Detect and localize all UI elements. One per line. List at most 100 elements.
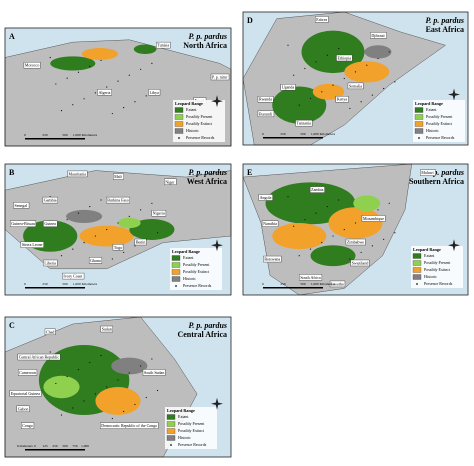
presence-record [49, 56, 51, 59]
legend-swatch [414, 114, 424, 120]
legend-swatch [412, 267, 422, 273]
country-label-box [151, 210, 167, 217]
presence-record [134, 403, 136, 406]
presence-record [72, 248, 74, 250]
legend-label: Extant [424, 253, 435, 258]
scale-label: 250 [280, 282, 286, 286]
legend-box [411, 246, 463, 288]
country-label-box [148, 89, 161, 96]
presence-record [371, 245, 373, 247]
legend-label: Possibly Extinct [178, 428, 205, 433]
country-label-box [350, 259, 370, 267]
country-label-box [18, 369, 38, 376]
legend-label: Extant [178, 414, 189, 419]
country-label-box [100, 325, 113, 333]
presence-record [321, 91, 323, 93]
range-area [79, 225, 134, 247]
scale-label: 0 [34, 444, 36, 448]
country-label-box [315, 16, 329, 23]
subspecies: P. p. pardus [188, 321, 227, 330]
country-label: Liberia [44, 260, 56, 265]
legend-swatch [416, 283, 418, 285]
panel-letter: D [247, 16, 253, 25]
panel-border [242, 11, 469, 146]
country-label-box [309, 186, 325, 193]
country-label-box [335, 96, 349, 103]
presence-record [100, 199, 102, 201]
presence-record [383, 87, 385, 90]
presence-record [60, 414, 63, 416]
country-label-box [10, 220, 37, 227]
legend-swatch [175, 285, 177, 287]
presence-record [287, 196, 289, 198]
legend-swatch [412, 253, 422, 259]
presence-record [343, 77, 345, 80]
country-label: Uganda [282, 85, 295, 90]
country-label: Equatorial Guinea [11, 391, 40, 396]
country-label-box [336, 54, 353, 62]
legend-label: Historic [424, 274, 437, 279]
panel-letter: A [9, 32, 15, 41]
country-label-box [261, 220, 279, 227]
country-label: Nigeria [153, 211, 165, 216]
range-area [43, 375, 80, 399]
country-label: Congo [22, 423, 33, 428]
scale-label: 125 [42, 444, 48, 448]
legend-swatch [414, 107, 424, 113]
presence-record [117, 379, 119, 381]
presence-record [354, 222, 357, 224]
presence-record [321, 242, 323, 244]
legend-label: Historic [178, 435, 191, 440]
country-label: Burkina Faso [107, 198, 128, 203]
north-arrow-shape [211, 397, 223, 410]
scale-bar [25, 138, 85, 140]
panel-letter: C [9, 321, 15, 330]
legend-swatch [171, 276, 181, 282]
country-label-box [100, 422, 159, 429]
country-label: Libya [149, 90, 159, 95]
presence-record [388, 202, 390, 204]
country-label: Ethiopia [337, 55, 351, 60]
presence-record [72, 104, 74, 106]
legend-swatch [178, 137, 180, 139]
region-title: West Africa [187, 177, 227, 186]
country-label-box [67, 170, 88, 178]
legend-label: Historic [186, 128, 199, 133]
legend-label: Possibly Extinct [186, 121, 213, 126]
legend-label: Possibly Present [183, 262, 210, 267]
country-label: Ivory Coast [63, 274, 83, 279]
presence-record [293, 225, 295, 227]
legend-swatch [166, 414, 176, 420]
presence-record [293, 74, 295, 76]
scale-label: 500 [300, 132, 306, 136]
presence-record [349, 258, 351, 260]
country-label: Cameroon [19, 370, 36, 375]
country-label-box [43, 259, 58, 267]
country-label-box [210, 73, 230, 81]
presence-record [106, 228, 108, 231]
legend-label: Possibly Extinct [426, 121, 453, 126]
presence-record [332, 235, 334, 237]
presence-record [66, 77, 68, 79]
country-label-box [16, 405, 30, 413]
presence-record [151, 358, 153, 360]
country-label-box [13, 202, 30, 209]
country-label-box [23, 61, 41, 69]
country-label: Djibouti [371, 33, 385, 38]
country-label-box [106, 196, 130, 204]
country-label-box [420, 169, 436, 176]
range-area [50, 56, 96, 71]
country-label: Senegal [14, 203, 28, 208]
scale-label: 250 [42, 282, 48, 286]
region-title: East Africa [426, 25, 464, 34]
country-label: Mauritania [69, 171, 87, 176]
country-label: Lesotho [331, 281, 344, 286]
presence-record [83, 98, 85, 100]
legend-swatch [174, 107, 184, 113]
country-label: Benin [136, 240, 146, 245]
